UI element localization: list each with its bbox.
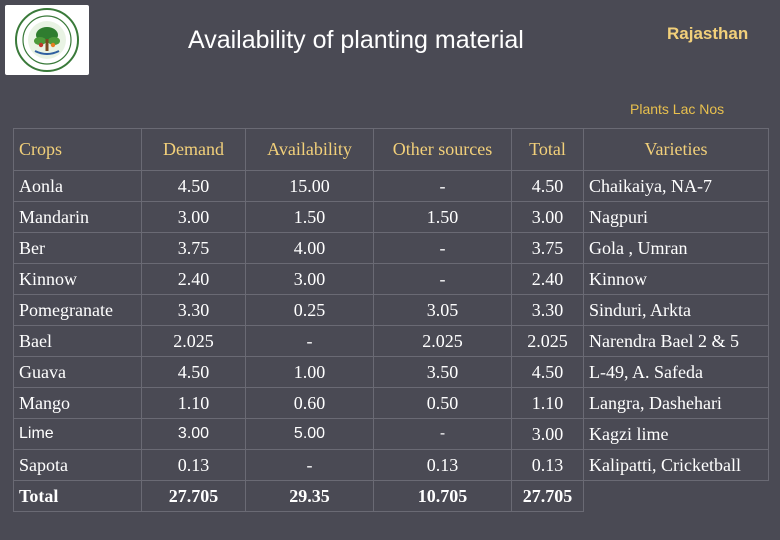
demand-cell: 2.40 bbox=[141, 263, 246, 295]
table-row: Guava 4.50 1.00 3.50 4.50 L-49, A. Safed… bbox=[13, 356, 769, 388]
table-row: Bael 2.025 - 2.025 2.025 Narendra Bael 2… bbox=[13, 325, 769, 357]
crop-cell: Lime bbox=[13, 418, 142, 450]
other-sources-cell: - bbox=[373, 170, 512, 202]
total-row: Total 27.705 29.35 10.705 27.705 bbox=[13, 480, 769, 512]
demand-cell: 3.00 bbox=[141, 418, 246, 450]
table-row: Sapota 0.13 - 0.13 0.13 Kalipatti, Crick… bbox=[13, 449, 769, 481]
varieties-cell: Narendra Bael 2 & 5 bbox=[583, 325, 769, 357]
availability-cell: 1.00 bbox=[245, 356, 374, 388]
availability-cell: 15.00 bbox=[245, 170, 374, 202]
crop-cell: Kinnow bbox=[13, 263, 142, 295]
institute-seal-icon bbox=[15, 8, 79, 72]
table-row: Pomegranate 3.30 0.25 3.05 3.30 Sinduri,… bbox=[13, 294, 769, 326]
varieties-cell: Chaikaiya, NA-7 bbox=[583, 170, 769, 202]
other-sources-cell: 1.50 bbox=[373, 201, 512, 233]
state-label: Rajasthan bbox=[667, 24, 749, 43]
institute-logo bbox=[5, 5, 89, 75]
other-sources-cell: - bbox=[373, 232, 512, 264]
other-sources-cell: 3.05 bbox=[373, 294, 512, 326]
varieties-cell: Kalipatti, Cricketball bbox=[583, 449, 769, 481]
availability-cell: - bbox=[245, 325, 374, 357]
availability-cell: 5.00 bbox=[245, 418, 374, 450]
demand-cell: 4.50 bbox=[141, 356, 246, 388]
crop-cell: Sapota bbox=[13, 449, 142, 481]
table-row: Lime 3.00 5.00 - 3.00 Kagzi lime bbox=[13, 418, 769, 450]
total-cell: 3.00 bbox=[511, 201, 584, 233]
crop-cell: Pomegranate bbox=[13, 294, 142, 326]
other-sources-cell: 0.13 bbox=[373, 449, 512, 481]
column-header-availability: Availability bbox=[245, 128, 374, 171]
varieties-cell: Kagzi lime bbox=[583, 418, 769, 450]
demand-cell: 3.00 bbox=[141, 201, 246, 233]
demand-cell: 0.13 bbox=[141, 449, 246, 481]
planting-material-table: Crops Demand Availability Other sources … bbox=[13, 128, 769, 512]
grand-total: 27.705 bbox=[511, 480, 584, 512]
total-cell: 1.10 bbox=[511, 387, 584, 419]
total-cell: 3.00 bbox=[511, 418, 584, 450]
varieties-cell: Sinduri, Arkta bbox=[583, 294, 769, 326]
total-cell: 3.75 bbox=[511, 232, 584, 264]
availability-cell: - bbox=[245, 449, 374, 481]
crop-cell: Ber bbox=[13, 232, 142, 264]
demand-cell: 3.30 bbox=[141, 294, 246, 326]
varieties-cell: L-49, A. Safeda bbox=[583, 356, 769, 388]
other-sources-cell: 2.025 bbox=[373, 325, 512, 357]
varieties-cell: Gola , Umran bbox=[583, 232, 769, 264]
total-other-sources: 10.705 bbox=[373, 480, 512, 512]
table-row: Mandarin 3.00 1.50 1.50 3.00 Nagpuri bbox=[13, 201, 769, 233]
table-row: Kinnow 2.40 3.00 - 2.40 Kinnow bbox=[13, 263, 769, 295]
demand-cell: 1.10 bbox=[141, 387, 246, 419]
crop-cell: Mango bbox=[13, 387, 142, 419]
table-header-row: Crops Demand Availability Other sources … bbox=[13, 128, 769, 171]
table-row: Aonla 4.50 15.00 - 4.50 Chaikaiya, NA-7 bbox=[13, 170, 769, 202]
demand-cell: 2.025 bbox=[141, 325, 246, 357]
demand-cell: 3.75 bbox=[141, 232, 246, 264]
empty-cell bbox=[584, 481, 769, 512]
total-cell: 2.025 bbox=[511, 325, 584, 357]
column-header-total: Total bbox=[511, 128, 584, 171]
total-label: Total bbox=[13, 480, 142, 512]
total-cell: 3.30 bbox=[511, 294, 584, 326]
column-header-crops: Crops bbox=[13, 128, 142, 171]
total-availability: 29.35 bbox=[245, 480, 374, 512]
crop-cell: Guava bbox=[13, 356, 142, 388]
other-sources-cell: - bbox=[373, 263, 512, 295]
column-header-other-sources: Other sources bbox=[373, 128, 512, 171]
other-sources-cell: - bbox=[373, 418, 512, 450]
availability-cell: 4.00 bbox=[245, 232, 374, 264]
availability-cell: 1.50 bbox=[245, 201, 374, 233]
total-cell: 4.50 bbox=[511, 170, 584, 202]
total-demand: 27.705 bbox=[141, 480, 246, 512]
total-cell: 0.13 bbox=[511, 449, 584, 481]
availability-cell: 3.00 bbox=[245, 263, 374, 295]
crop-cell: Aonla bbox=[13, 170, 142, 202]
column-header-demand: Demand bbox=[141, 128, 246, 171]
availability-cell: 0.25 bbox=[245, 294, 374, 326]
unit-note: Plants Lac Nos bbox=[630, 101, 725, 117]
crop-cell: Bael bbox=[13, 325, 142, 357]
demand-cell: 4.50 bbox=[141, 170, 246, 202]
table-row: Ber 3.75 4.00 - 3.75 Gola , Umran bbox=[13, 232, 769, 264]
other-sources-cell: 0.50 bbox=[373, 387, 512, 419]
table-row: Mango 1.10 0.60 0.50 1.10 Langra, Dasheh… bbox=[13, 387, 769, 419]
varieties-cell: Nagpuri bbox=[583, 201, 769, 233]
availability-cell: 0.60 bbox=[245, 387, 374, 419]
total-cell: 2.40 bbox=[511, 263, 584, 295]
total-cell: 4.50 bbox=[511, 356, 584, 388]
page-title: Availability of planting material bbox=[188, 26, 524, 54]
varieties-cell: Kinnow bbox=[583, 263, 769, 295]
column-header-varieties: Varieties bbox=[583, 128, 769, 171]
crop-cell: Mandarin bbox=[13, 201, 142, 233]
other-sources-cell: 3.50 bbox=[373, 356, 512, 388]
varieties-cell: Langra, Dashehari bbox=[583, 387, 769, 419]
